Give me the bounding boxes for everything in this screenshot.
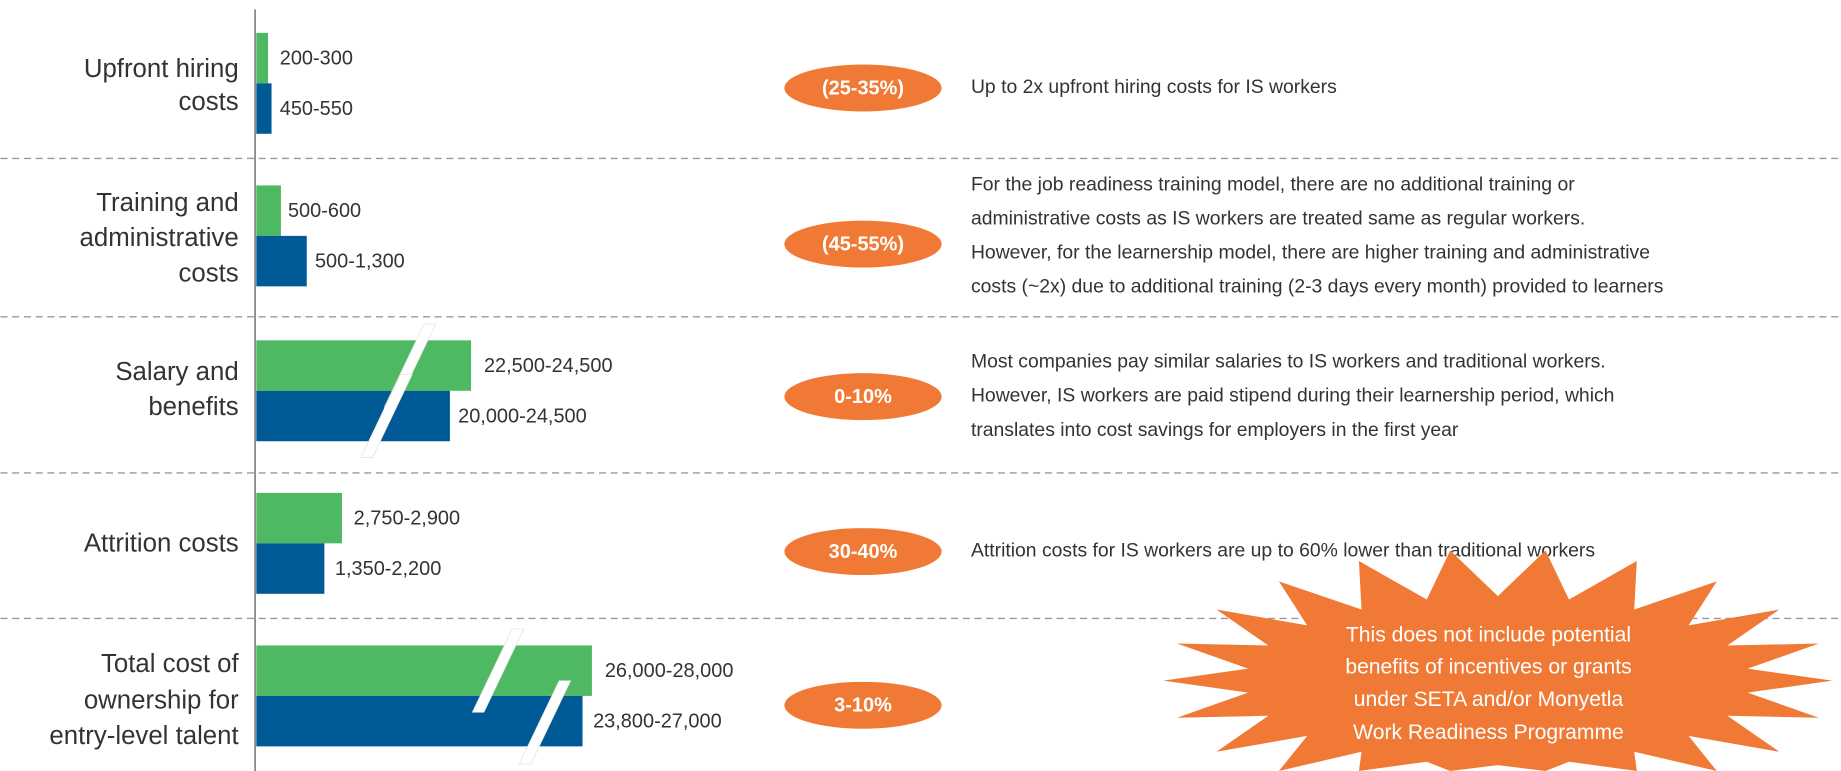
badge-text: (45-55%): [822, 234, 904, 256]
row-label: entry-level talent: [49, 722, 238, 750]
badge-text: 0-10%: [834, 386, 892, 408]
row-label: Training and: [96, 189, 238, 217]
bar-label: 200-300: [280, 48, 353, 70]
bar-green: [256, 340, 472, 391]
badge: [784, 528, 942, 576]
bar-label: 500-1,300: [315, 251, 405, 273]
badge: [784, 64, 942, 112]
bar-blue: [256, 235, 307, 287]
row-label: benefits: [148, 393, 238, 421]
row-label: administrative: [80, 224, 239, 252]
row-label: ownership for: [84, 687, 239, 715]
bar-label: 26,000-28,000: [605, 660, 734, 682]
row-label: costs: [178, 259, 238, 287]
bar-label: 450-550: [280, 98, 353, 120]
row-label: Salary and: [115, 358, 238, 386]
description: Up to 2x upfront hiring costs for IS wor…: [971, 76, 1337, 98]
badge-text: (25-35%): [822, 77, 904, 99]
badge-text: 3-10%: [834, 695, 892, 717]
bar-blue: [256, 83, 272, 134]
bar-label: 1,350-2,200: [335, 558, 441, 580]
row-label: Total cost of: [101, 650, 239, 678]
description: However, for the learnership model, ther…: [971, 242, 1650, 264]
bar-green: [256, 185, 281, 236]
note-text: under SETA and/or Monyetla: [1354, 688, 1624, 711]
bar-green: [256, 32, 269, 84]
badge: [784, 373, 942, 421]
bar-blue: [256, 390, 450, 442]
description: administrative costs as IS workers are t…: [971, 208, 1585, 230]
description: translates into cost savings for employe…: [971, 419, 1459, 441]
bar-blue: [256, 543, 325, 594]
bar-label: 22,500-24,500: [484, 355, 613, 377]
bar-blue: [256, 695, 583, 747]
bar-label: 20,000-24,500: [458, 405, 587, 427]
row-label: costs: [178, 88, 238, 116]
badge: [784, 681, 942, 729]
description: For the job readiness training model, th…: [971, 174, 1575, 196]
description: Most companies pay similar salaries to I…: [971, 351, 1606, 373]
note-text: This does not include potential: [1346, 624, 1631, 647]
row-label: Upfront hiring: [84, 55, 239, 83]
badge-text: 30-40%: [829, 541, 898, 563]
axis-break: [471, 628, 525, 713]
bar-label: 23,800-27,000: [593, 711, 722, 733]
bar-green: [256, 645, 592, 696]
description: However, IS workers are paid stipend dur…: [971, 385, 1614, 407]
bar-label: 2,750-2,900: [354, 508, 460, 530]
axis-break: [360, 374, 413, 458]
bar-label: 500-600: [288, 200, 361, 222]
axis-break: [518, 680, 572, 765]
description: Attrition costs for IS workers are up to…: [971, 540, 1595, 562]
bar-green: [256, 492, 342, 544]
starburst: [1163, 550, 1833, 771]
note-text: benefits of incentives or grants: [1345, 655, 1631, 678]
description: costs (~2x) due to additional training (…: [971, 276, 1663, 298]
note-text: Work Readiness Programme: [1353, 721, 1624, 744]
row-label: Attrition costs: [84, 529, 239, 557]
badge: [784, 220, 942, 268]
